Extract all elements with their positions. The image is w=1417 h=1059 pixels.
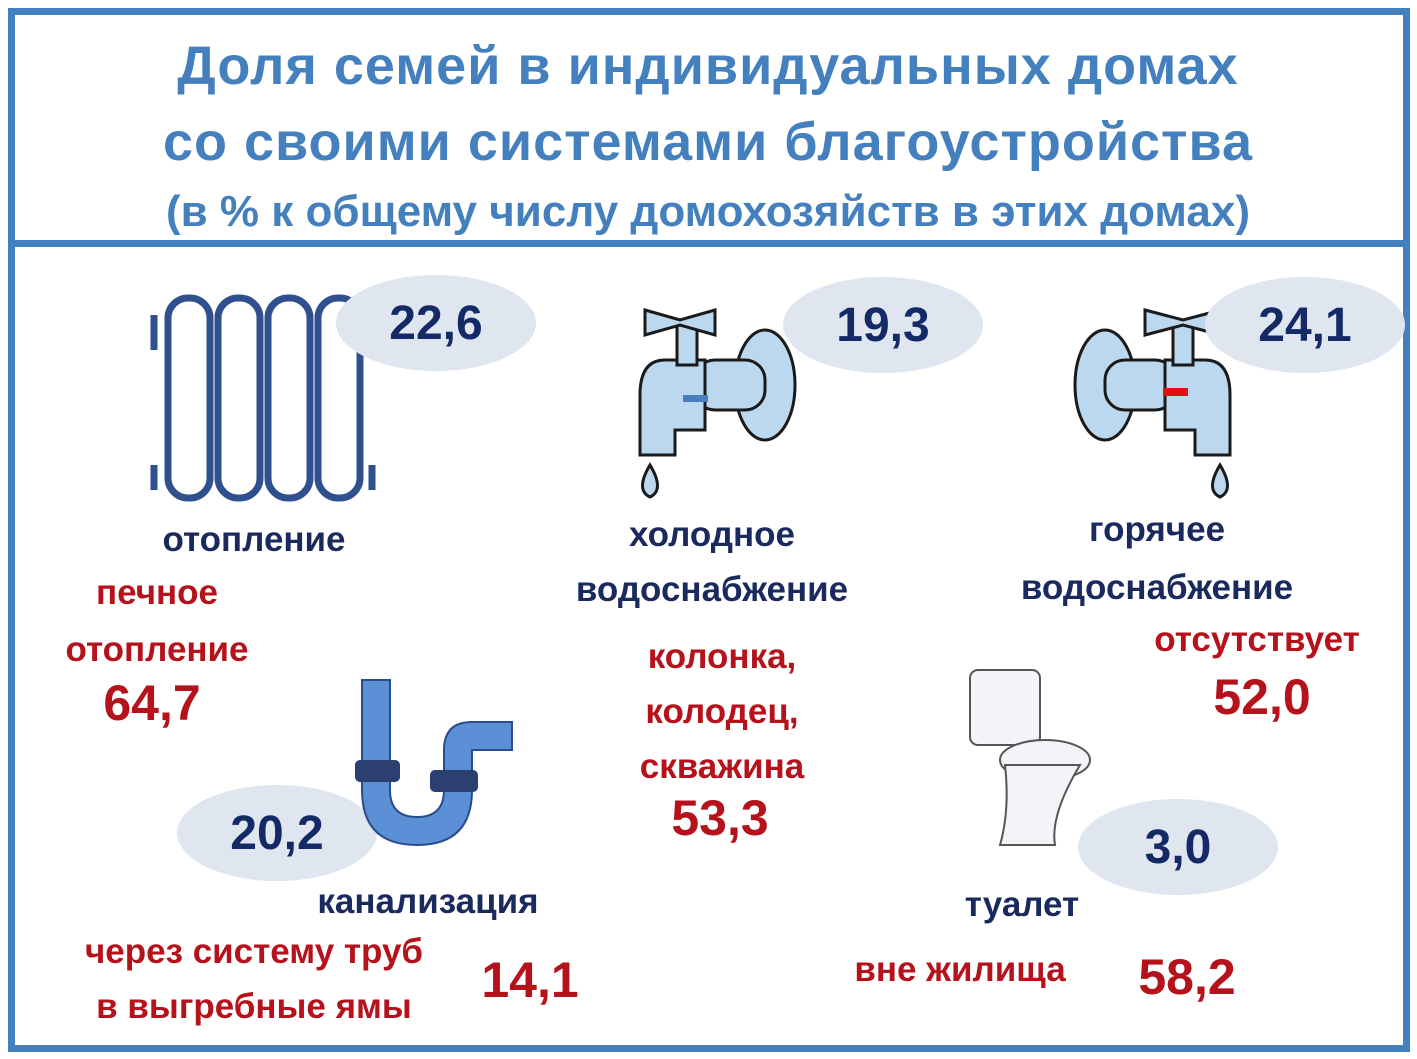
radiator-icon [150, 294, 376, 502]
heating-sub-value: 64,7 [103, 675, 201, 731]
header-divider [8, 240, 1410, 247]
toilet-sub-value: 58,2 [1138, 949, 1236, 1005]
toilet-icon [969, 669, 1091, 846]
heating-sub-line2: отопление [65, 630, 249, 669]
toilet-value-bubble: 3,0 [1078, 799, 1278, 895]
toilet-label: туалет [964, 885, 1080, 924]
hot-water-sub-line1: отсутствует [1154, 620, 1360, 659]
toilet-sub-line1: вне жилища [854, 950, 1066, 989]
hot-tap-icon [1073, 308, 1232, 499]
pipe-icon [355, 679, 513, 847]
infographic-frame [8, 8, 1410, 1052]
hot-water-sub-value: 52,0 [1213, 669, 1311, 725]
cold-water-sub-value: 53,3 [671, 790, 769, 846]
sewer-label: канализация [317, 882, 539, 921]
subtitle: (в % к общему числу домохозяйств в этих … [166, 187, 1250, 236]
heating-sub-line1: печное [95, 573, 219, 612]
sewer-sub-value: 14,1 [481, 952, 579, 1008]
cold-water-value-bubble: 19,3 [783, 277, 983, 373]
cold-water-sub-line3: скважина [639, 747, 805, 786]
hot-water-label-line2: водоснабжение [1020, 568, 1294, 607]
cold-water-sub-line2: колодец, [645, 692, 799, 731]
sewer-sub-line1: через систему труб [84, 932, 424, 971]
cold-tap-icon [638, 308, 797, 499]
title-line2: со своими системами благоустройства [162, 112, 1254, 172]
sewer-value-bubble: 20,2 [177, 785, 377, 881]
heating-value-bubble: 22,6 [336, 275, 536, 371]
title-line1: Доля семей в индивидуальных домах [177, 36, 1239, 96]
hot-water-label-line1: горячее [1088, 510, 1226, 549]
sewer-sub-line2: в выгребные ямы [96, 987, 412, 1026]
cold-water-sub-line1: колонка, [647, 637, 797, 676]
hot-water-value-bubble: 24,1 [1205, 277, 1405, 373]
cold-water-label-line2: водоснабжение [575, 570, 849, 609]
heating-label: отопление [162, 520, 346, 559]
cold-water-label-line1: холодное [629, 515, 795, 554]
